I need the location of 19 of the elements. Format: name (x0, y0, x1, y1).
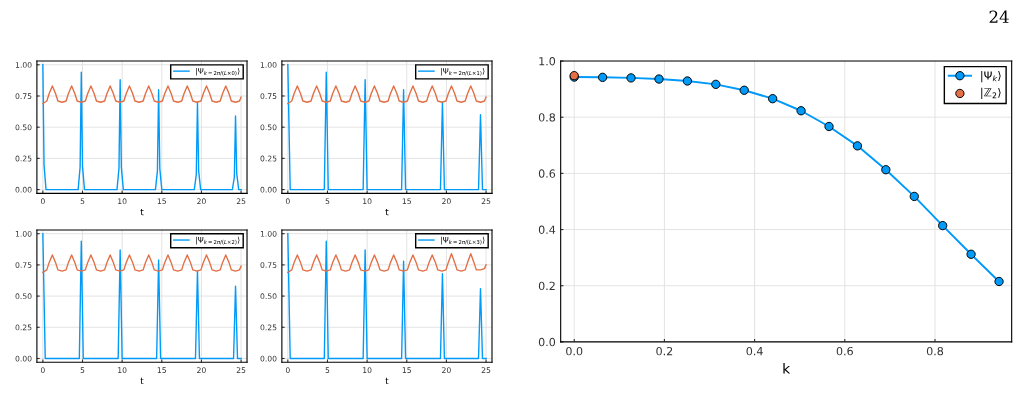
y-tick-label: 0.6 (538, 169, 556, 178)
y-tick-label: 0.2 (538, 281, 555, 291)
x-axis-title: t (140, 208, 144, 216)
y-tick-label: 0.8 (538, 113, 556, 122)
x-tick-label: 0.6 (836, 346, 853, 356)
x-tick-label: 0.4 (746, 346, 763, 356)
legend-label: |ℤ$_{2}$⟩ (981, 87, 1001, 99)
y-tick-label: 0.4 (538, 225, 556, 234)
x-axis-title: k (783, 363, 791, 374)
x-axis-title: t (385, 208, 389, 216)
x-tick-label: 0.2 (656, 346, 673, 356)
y-tick-label: 1.0 (539, 57, 556, 66)
x-axis-title: t (140, 377, 144, 385)
legend-label: |Ψ$_{k}$⟩ (981, 71, 1001, 83)
x-axis-title: t (385, 377, 389, 385)
x-tick-label: 0.8 (926, 346, 944, 356)
y-tick-label: 0.0 (538, 337, 556, 347)
text: 24 (989, 10, 1009, 23)
x-tick-label: 0.0 (566, 346, 583, 356)
